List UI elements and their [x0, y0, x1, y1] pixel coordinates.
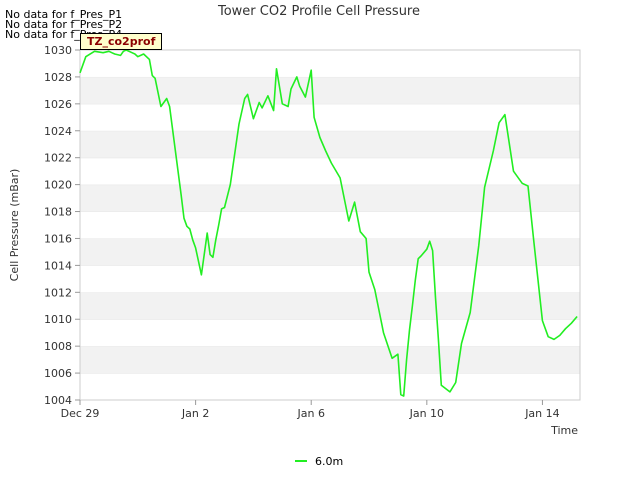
grid-band: [80, 265, 580, 293]
grid-band: [80, 130, 580, 158]
no-data-message-1: No data for f_Pres_P1: [5, 8, 123, 21]
x-tick-label: Jan 2: [181, 407, 209, 420]
grid-band: [80, 157, 580, 185]
grid-band: [80, 319, 580, 347]
y-axis-title: Cell Pressure (mBar): [8, 169, 21, 282]
y-tick-label: 1018: [44, 206, 72, 219]
y-tick-label: 1006: [44, 367, 72, 380]
no-data-message-2: No data for f_Pres_P2: [5, 18, 123, 31]
y-axis-ticks: 1004 1006 1008 1010 1012 1014 1016 1018 1020 1022…: [44, 44, 80, 407]
chart-title: Tower CO2 Profile Cell Pressure: [217, 4, 420, 19]
legend[interactable]: 6.0m: [295, 455, 343, 468]
grid-band: [80, 346, 580, 374]
grid-band: [80, 103, 580, 131]
grid-bands: [80, 49, 580, 400]
grid-band: [80, 50, 580, 77]
y-tick-label: 1030: [44, 44, 72, 57]
grid-band: [80, 211, 580, 239]
series-line-6m: [79, 49, 578, 397]
grid-band: [80, 76, 580, 104]
y-tick-label: 1026: [44, 98, 72, 111]
y-tick-label: 1010: [44, 313, 72, 326]
x-tick-label: Dec 29: [61, 407, 100, 420]
no-data-message-3: No data for f_Pres_P4: [5, 28, 123, 41]
x-tick-label: Jan 14: [524, 407, 559, 420]
plot-frame: [79, 49, 581, 401]
legend-label-6m: 6.0m: [315, 455, 343, 468]
y-tick-label: 1014: [44, 259, 72, 272]
y-tick-label: 1016: [44, 232, 72, 245]
y-tick-label: 1012: [44, 286, 72, 299]
grid-band: [80, 373, 580, 400]
y-tick-label: 1022: [44, 152, 72, 165]
series-layer: [79, 49, 578, 397]
y-tick-label: 1024: [44, 125, 72, 138]
x-axis-ticks: Dec 29 Jan 2 Jan 6 Jan 10 Jan 14: [61, 400, 560, 420]
tz-co2prof-badge: TZ_co2prof: [80, 33, 163, 50]
y-tick-label: 1028: [44, 71, 72, 84]
x-tick-label: Jan 6: [296, 407, 324, 420]
y-tick-label: 1004: [44, 394, 72, 407]
grid-band: [80, 292, 580, 320]
y-tick-label: 1008: [44, 340, 72, 353]
y-tick-label: 1020: [44, 179, 72, 192]
grid-band: [80, 184, 580, 212]
x-tick-label: Jan 10: [409, 407, 444, 420]
grid-band: [80, 238, 580, 266]
x-axis-title: Time: [550, 424, 578, 437]
